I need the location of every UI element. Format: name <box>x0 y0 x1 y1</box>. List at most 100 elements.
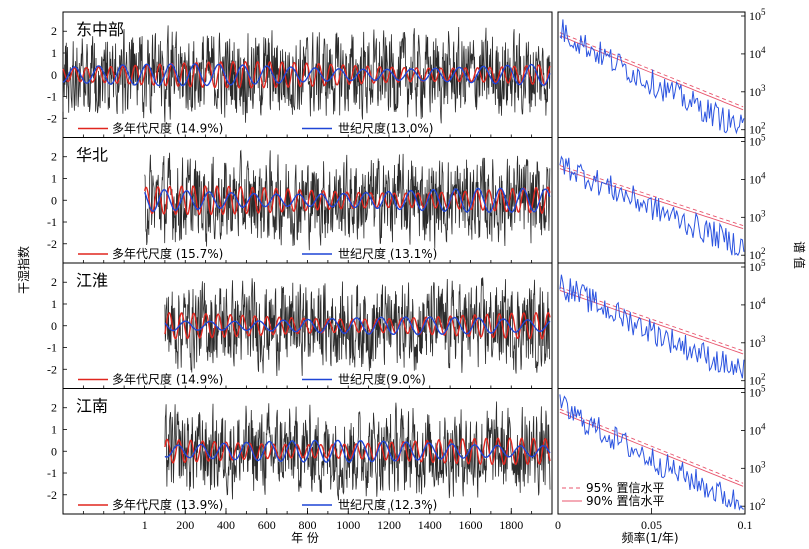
y-tick-label: 0 <box>51 68 57 82</box>
x-tick-label: 1200 <box>377 518 401 532</box>
x-tick-label: 1000 <box>336 518 360 532</box>
dryness-index-line <box>144 149 551 251</box>
freq-tick-label: 0.1 <box>738 518 753 532</box>
power-tick-base: 10 <box>749 135 761 149</box>
power-tick-exp: 2 <box>761 372 766 382</box>
power-tick-label: 103 <box>749 334 766 350</box>
multidecadal-line <box>62 61 551 89</box>
legend-multidecadal-label: 多年代尺度 (14.9%) <box>112 372 223 387</box>
freq-tick-label: 0.05 <box>641 518 662 532</box>
confidence-legend-label: 95% 置信水平 <box>586 481 665 495</box>
spectrum-plot-frame <box>557 11 746 138</box>
power-tick-exp: 5 <box>761 384 766 394</box>
power-tick-label: 102 <box>749 372 766 388</box>
power-tick-base: 10 <box>749 461 761 475</box>
power-tick-label: 103 <box>749 208 766 224</box>
legend-multidecadal-label: 多年代尺度 (13.9%) <box>112 497 223 512</box>
y-tick-label: 0 <box>51 319 57 333</box>
y-tick-label: 2 <box>51 401 57 415</box>
power-tick-exp: 4 <box>761 296 766 306</box>
region-label: 江南 <box>76 397 108 416</box>
power-tick-label: 105 <box>749 384 766 400</box>
power-tick-label: 104 <box>749 421 766 437</box>
x-tick-label: 200 <box>176 518 194 532</box>
power-tick-label: 103 <box>749 459 766 475</box>
y-tick-label: -1 <box>47 341 57 355</box>
conf-90-line <box>559 411 744 487</box>
y-tick-label: 2 <box>51 150 57 164</box>
power-tick-base: 10 <box>749 423 761 437</box>
x-tick-label: 1 <box>142 518 148 532</box>
spectrum-line <box>559 394 745 511</box>
y-tick-label: 1 <box>51 46 57 60</box>
power-tick-base: 10 <box>749 85 761 99</box>
y-tick-label: -2 <box>47 111 57 125</box>
power-tick-label: 102 <box>749 121 766 137</box>
power-tick-exp: 2 <box>761 497 766 507</box>
y-tick-label: -2 <box>47 362 57 376</box>
dryness-index-line <box>164 401 551 501</box>
legend-centennial-label: 世纪尺度(9.0%) <box>338 372 426 387</box>
power-tick-exp: 4 <box>761 45 766 55</box>
power-tick-label: 102 <box>749 497 766 513</box>
y-tick-label: 2 <box>51 24 57 38</box>
power-tick-exp: 4 <box>761 170 766 180</box>
freq-x-axis: 0 0.05 0.1 <box>555 508 753 532</box>
power-tick-base: 10 <box>749 47 761 61</box>
y-tick-label: 1 <box>51 422 57 436</box>
legend-centennial-label: 世纪尺度 (12.3%) <box>338 497 437 512</box>
conf-95-line <box>559 165 744 227</box>
y-tick-label: 0 <box>51 193 57 207</box>
power-tick-base: 10 <box>749 386 761 400</box>
x-tick-label: 600 <box>258 518 276 532</box>
x-tick-label: 800 <box>299 518 317 532</box>
power-tick-exp: 5 <box>761 133 766 143</box>
power-tick-base: 10 <box>749 172 761 186</box>
power-tick-exp: 2 <box>761 121 766 131</box>
power-tick-base: 10 <box>749 499 761 513</box>
x-tick-label: 1600 <box>459 518 483 532</box>
power-tick-exp: 3 <box>761 334 766 344</box>
power-tick-label: 104 <box>749 45 766 61</box>
spectrum-line <box>559 274 745 379</box>
region-label: 华北 <box>76 146 108 165</box>
power-axis-title: 谱 值 <box>792 241 807 269</box>
time-x-axis: 1 200 400 600 800 1000 1200 1400 1600 1800 <box>142 508 523 532</box>
power-tick-label: 104 <box>749 296 766 312</box>
confidence-legend-label: 90% 置信水平 <box>586 494 665 508</box>
power-tick-exp: 3 <box>761 208 766 218</box>
power-tick-exp: 5 <box>761 258 766 268</box>
y-tick-label: -1 <box>47 215 57 229</box>
legend-centennial-label: 世纪尺度(13.0%) <box>338 121 434 136</box>
centennial-line <box>164 439 551 463</box>
power-tick-base: 10 <box>749 374 761 388</box>
power-tick-base: 10 <box>749 260 761 274</box>
power-tick-label: 102 <box>749 246 766 262</box>
power-tick-label: 103 <box>749 83 766 99</box>
y-tick-label: -2 <box>47 488 57 502</box>
y-tick-label: -2 <box>47 237 57 251</box>
power-tick-label: 105 <box>749 133 766 149</box>
power-tick-base: 10 <box>749 336 761 350</box>
power-tick-exp: 2 <box>761 246 766 256</box>
x-tick-label: 400 <box>217 518 235 532</box>
power-tick-exp: 3 <box>761 83 766 93</box>
spectrum-line <box>559 19 745 135</box>
legend-centennial-label: 世纪尺度 (13.1%) <box>338 246 437 261</box>
power-tick-label: 104 <box>749 170 766 186</box>
multidecadal-line <box>164 311 551 340</box>
power-tick-exp: 3 <box>761 459 766 469</box>
conf-95-line <box>559 286 744 352</box>
centennial-line <box>164 316 551 336</box>
y-axis-title: 干湿指数 <box>16 246 31 294</box>
y-tick-label: 1 <box>51 171 57 185</box>
legend-multidecadal-label: 多年代尺度 (14.9%) <box>112 121 223 136</box>
centennial-line <box>62 63 551 87</box>
region-label: 东中部 <box>76 20 124 39</box>
spectrum-line <box>559 155 745 257</box>
